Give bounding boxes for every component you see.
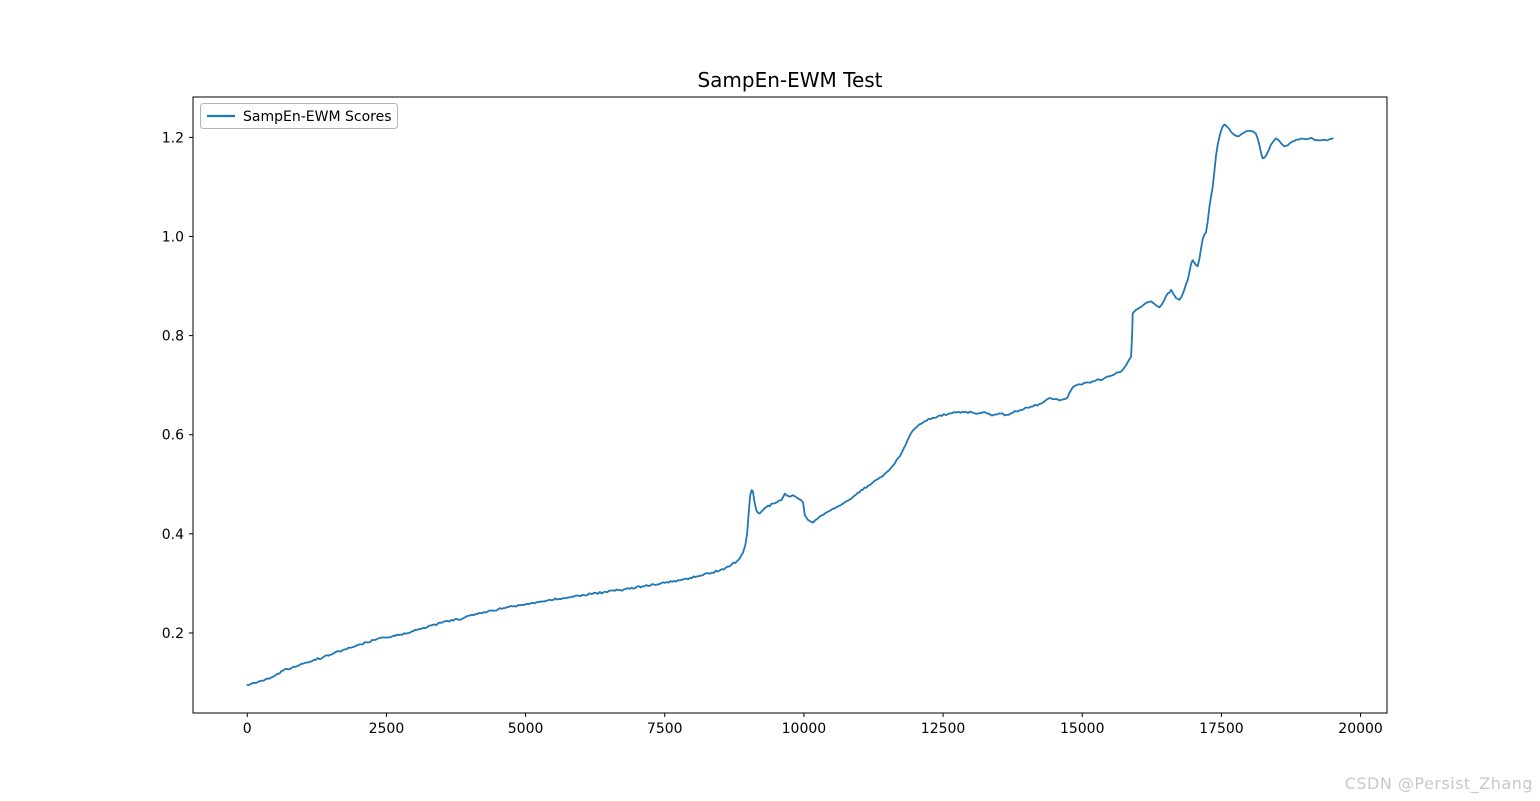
watermark-text: CSDN @Persist_Zhang (1344, 774, 1533, 793)
plot-area (192, 96, 1388, 714)
x-tick-label: 7500 (647, 721, 683, 737)
x-tick-label: 17500 (1199, 721, 1244, 737)
legend-label: SampEn-EWM Scores (243, 109, 391, 125)
y-tick-label: 0.2 (162, 626, 184, 642)
series-line (246, 123, 1334, 686)
y-tick-label: 1.2 (162, 130, 184, 146)
x-tick-label: 15000 (1060, 721, 1105, 737)
y-tick-label: 0.6 (162, 428, 184, 444)
y-tick-label: 1.0 (162, 230, 184, 246)
y-axis: 0.2 0.4 0.6 0.8 1.0 1.2 (162, 130, 193, 642)
y-tick-label: 0.4 (162, 527, 184, 543)
x-axis: 0 2500 5000 7500 10000 12500 15000 17500 20000 (243, 713, 1383, 737)
x-tick-label: 10000 (782, 721, 827, 737)
x-tick-label: 20000 (1338, 721, 1383, 737)
x-tick-label: 2500 (369, 721, 405, 737)
chart-title: SampEn-EWM Test (697, 68, 882, 92)
legend: SampEn-EWM Scores (200, 103, 398, 129)
x-tick-label: 12500 (921, 721, 966, 737)
x-tick-label: 0 (243, 721, 252, 737)
y-tick-label: 0.8 (162, 329, 184, 345)
x-tick-label: 5000 (508, 721, 544, 737)
legend-box (200, 103, 398, 129)
